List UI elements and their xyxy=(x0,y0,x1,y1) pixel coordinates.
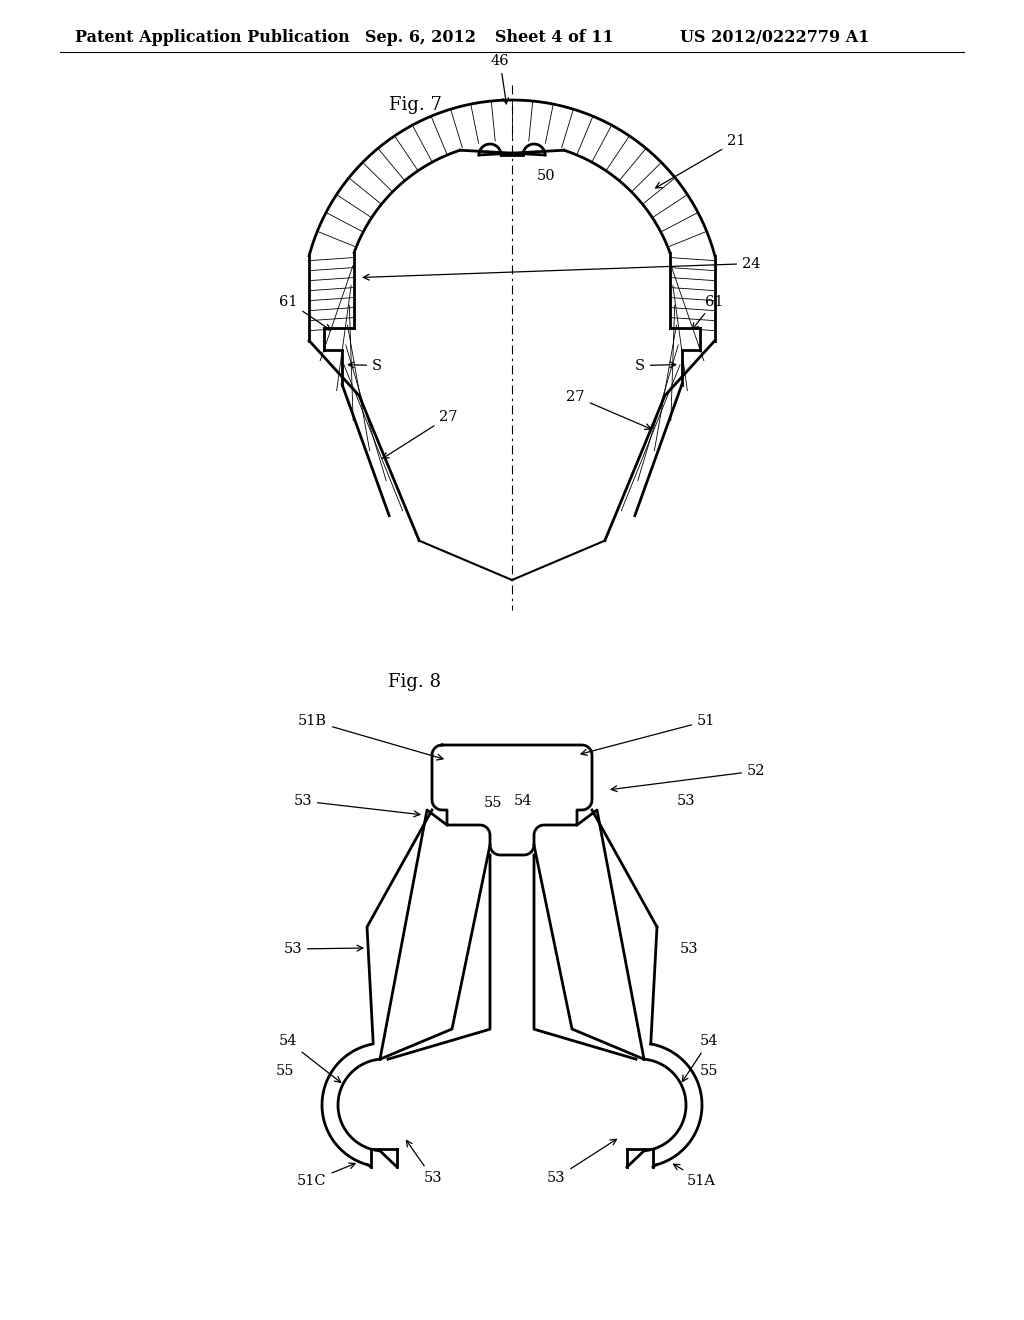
Text: S: S xyxy=(348,359,382,372)
Text: 61: 61 xyxy=(692,294,723,329)
Text: Patent Application Publication: Patent Application Publication xyxy=(75,29,350,45)
Text: US 2012/0222779 A1: US 2012/0222779 A1 xyxy=(680,29,869,45)
Text: Sheet 4 of 11: Sheet 4 of 11 xyxy=(495,29,613,45)
Text: 53: 53 xyxy=(407,1140,442,1185)
Text: 53: 53 xyxy=(680,942,698,956)
Text: 53: 53 xyxy=(293,795,420,817)
Text: 46: 46 xyxy=(490,54,509,104)
Text: 55: 55 xyxy=(700,1064,719,1078)
Text: 53: 53 xyxy=(677,795,695,808)
Text: 55: 55 xyxy=(275,1064,294,1078)
Text: 52: 52 xyxy=(611,764,766,792)
Text: 61: 61 xyxy=(280,294,331,330)
Text: 21: 21 xyxy=(655,135,745,187)
Text: S: S xyxy=(635,359,676,372)
Text: Sep. 6, 2012: Sep. 6, 2012 xyxy=(365,29,476,45)
Text: 50: 50 xyxy=(537,169,556,183)
Text: Fig. 8: Fig. 8 xyxy=(388,673,441,690)
Text: 53: 53 xyxy=(547,1139,616,1185)
Text: 54: 54 xyxy=(514,795,532,808)
Text: 24: 24 xyxy=(364,256,761,280)
Text: 27: 27 xyxy=(566,389,651,429)
Text: 55: 55 xyxy=(483,796,502,810)
Text: 27: 27 xyxy=(383,409,458,458)
Text: 51B: 51B xyxy=(298,714,443,760)
Text: 54: 54 xyxy=(279,1034,341,1082)
Text: 53: 53 xyxy=(284,942,362,956)
Text: Fig. 7: Fig. 7 xyxy=(388,96,441,114)
Text: 51A: 51A xyxy=(674,1164,716,1188)
Text: 51: 51 xyxy=(581,714,716,755)
Text: 51C: 51C xyxy=(297,1163,355,1188)
Text: 54: 54 xyxy=(682,1034,719,1081)
